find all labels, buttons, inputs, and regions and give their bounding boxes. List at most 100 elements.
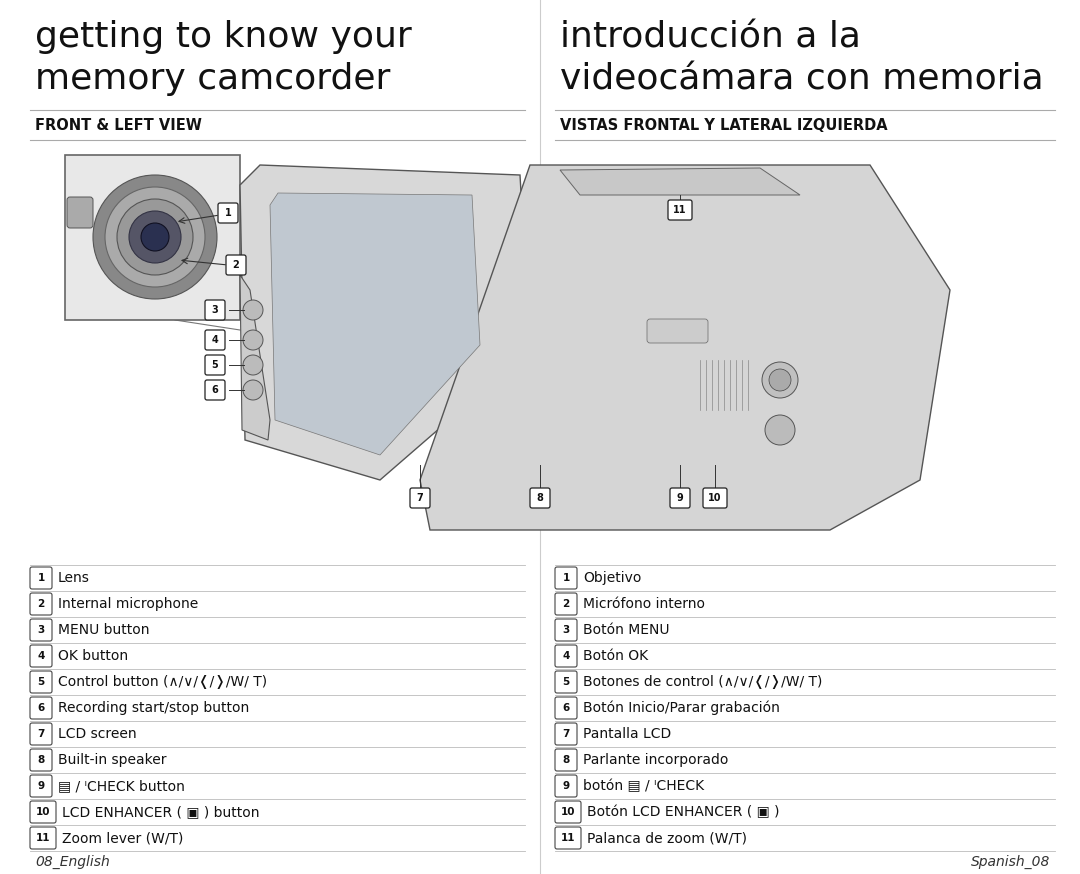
Text: Parlante incorporado: Parlante incorporado: [583, 753, 728, 767]
FancyBboxPatch shape: [555, 801, 581, 823]
FancyBboxPatch shape: [30, 723, 52, 745]
Text: Internal microphone: Internal microphone: [58, 597, 199, 611]
Text: Built-in speaker: Built-in speaker: [58, 753, 166, 767]
Circle shape: [769, 369, 791, 391]
FancyBboxPatch shape: [205, 355, 225, 375]
Text: 08_English: 08_English: [35, 855, 110, 869]
Text: introducción a la: introducción a la: [561, 20, 861, 54]
FancyBboxPatch shape: [555, 723, 577, 745]
Text: Botones de control (∧/∨/❬/❭/W/ T): Botones de control (∧/∨/❬/❭/W/ T): [583, 675, 822, 689]
FancyBboxPatch shape: [30, 645, 52, 667]
FancyBboxPatch shape: [555, 775, 577, 797]
FancyBboxPatch shape: [410, 488, 430, 508]
Text: Botón OK: Botón OK: [583, 649, 648, 663]
Text: Spanish_08: Spanish_08: [971, 855, 1050, 869]
Text: Micrófono interno: Micrófono interno: [583, 597, 705, 611]
Text: 10: 10: [561, 807, 576, 817]
Text: 5: 5: [212, 360, 218, 370]
Polygon shape: [270, 193, 480, 455]
Circle shape: [243, 355, 264, 375]
Text: videocámara con memoria: videocámara con memoria: [561, 62, 1043, 96]
Text: Botón MENU: Botón MENU: [583, 623, 670, 637]
Text: Botón LCD ENHANCER ( ▣ ): Botón LCD ENHANCER ( ▣ ): [588, 805, 780, 819]
FancyBboxPatch shape: [205, 300, 225, 320]
FancyBboxPatch shape: [647, 319, 708, 343]
Text: 5: 5: [38, 677, 44, 687]
Text: 1: 1: [563, 573, 569, 583]
Text: Recording start/stop button: Recording start/stop button: [58, 701, 249, 715]
FancyBboxPatch shape: [30, 567, 52, 589]
Text: MENU button: MENU button: [58, 623, 149, 637]
FancyBboxPatch shape: [555, 645, 577, 667]
FancyBboxPatch shape: [226, 255, 246, 275]
Circle shape: [117, 199, 193, 275]
FancyBboxPatch shape: [555, 749, 577, 771]
FancyBboxPatch shape: [30, 697, 52, 719]
FancyBboxPatch shape: [30, 827, 56, 849]
FancyBboxPatch shape: [555, 697, 577, 719]
FancyBboxPatch shape: [530, 488, 550, 508]
Text: 4: 4: [212, 335, 218, 345]
Text: 4: 4: [38, 651, 44, 661]
Circle shape: [129, 211, 181, 263]
Text: 10: 10: [708, 493, 721, 503]
Text: VISTAS FRONTAL Y LATERAL IZQUIERDA: VISTAS FRONTAL Y LATERAL IZQUIERDA: [561, 118, 888, 133]
FancyBboxPatch shape: [30, 593, 52, 615]
Text: LCD screen: LCD screen: [58, 727, 137, 741]
FancyBboxPatch shape: [30, 671, 52, 693]
Circle shape: [762, 362, 798, 398]
Text: Control button (∧/∨/❬/❭/W/ T): Control button (∧/∨/❬/❭/W/ T): [58, 675, 267, 689]
Text: 11: 11: [36, 833, 51, 843]
Text: 7: 7: [563, 729, 569, 739]
FancyBboxPatch shape: [670, 488, 690, 508]
Text: 1: 1: [225, 208, 231, 218]
Text: memory camcorder: memory camcorder: [35, 62, 390, 96]
FancyBboxPatch shape: [30, 775, 52, 797]
Text: 8: 8: [38, 755, 44, 765]
Text: Botón Inicio/Parar grabación: Botón Inicio/Parar grabación: [583, 701, 780, 715]
Text: LCD ENHANCER ( ▣ ) button: LCD ENHANCER ( ▣ ) button: [62, 805, 259, 819]
Text: 3: 3: [38, 625, 44, 635]
FancyBboxPatch shape: [67, 197, 93, 228]
Text: 7: 7: [38, 729, 44, 739]
Polygon shape: [561, 168, 800, 195]
Polygon shape: [240, 275, 270, 440]
Text: 6: 6: [212, 385, 218, 395]
FancyBboxPatch shape: [555, 567, 577, 589]
Text: 11: 11: [561, 833, 576, 843]
Text: 4: 4: [563, 651, 569, 661]
FancyBboxPatch shape: [555, 671, 577, 693]
Circle shape: [243, 380, 264, 400]
Circle shape: [93, 175, 217, 299]
Text: OK button: OK button: [58, 649, 129, 663]
Text: Palanca de zoom (W/T): Palanca de zoom (W/T): [588, 831, 747, 845]
FancyBboxPatch shape: [555, 593, 577, 615]
Text: 3: 3: [563, 625, 569, 635]
Text: 2: 2: [38, 599, 44, 609]
Text: 2: 2: [563, 599, 569, 609]
FancyBboxPatch shape: [703, 488, 727, 508]
Text: 8: 8: [537, 493, 543, 503]
Text: getting to know your: getting to know your: [35, 20, 411, 54]
Text: Zoom lever (W/T): Zoom lever (W/T): [62, 831, 184, 845]
Text: 8: 8: [563, 755, 569, 765]
FancyBboxPatch shape: [30, 619, 52, 641]
FancyBboxPatch shape: [30, 801, 56, 823]
Text: ▤ / ᴵCHECK button: ▤ / ᴵCHECK button: [58, 779, 185, 793]
Circle shape: [243, 300, 264, 320]
Circle shape: [243, 330, 264, 350]
Text: Objetivo: Objetivo: [583, 571, 642, 585]
Text: 3: 3: [212, 305, 218, 315]
Text: 11: 11: [673, 205, 687, 215]
FancyBboxPatch shape: [555, 827, 581, 849]
FancyBboxPatch shape: [218, 203, 238, 223]
Text: botón ▤ / ᴵCHECK: botón ▤ / ᴵCHECK: [583, 779, 704, 793]
FancyBboxPatch shape: [669, 200, 692, 220]
Text: 6: 6: [38, 703, 44, 713]
Text: 6: 6: [563, 703, 569, 713]
Circle shape: [141, 223, 168, 251]
Polygon shape: [420, 165, 950, 530]
Text: Lens: Lens: [58, 571, 90, 585]
Circle shape: [105, 187, 205, 287]
FancyBboxPatch shape: [555, 619, 577, 641]
